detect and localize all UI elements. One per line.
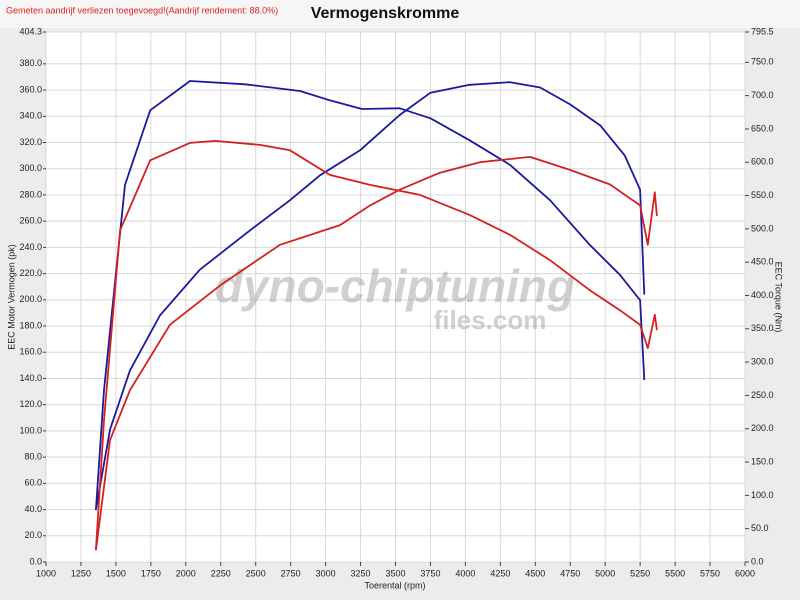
x-tick-label: 3750 xyxy=(420,568,440,578)
y2-tick-label: 450.0 xyxy=(751,257,774,267)
y-tick-label: 160.0 xyxy=(19,347,42,357)
y2-tick-label: 400.0 xyxy=(751,290,774,300)
y2-tick-label: 600.0 xyxy=(751,157,774,167)
header-bar xyxy=(0,0,800,28)
x-tick-label: 1250 xyxy=(71,568,91,578)
y-tick-label: 240.0 xyxy=(19,242,42,252)
y-tick-label: 220.0 xyxy=(19,268,42,278)
x-tick-label: 2000 xyxy=(176,568,196,578)
lines xyxy=(95,80,658,551)
x-tick-label: 1500 xyxy=(106,568,126,578)
chart-title: Vermogenskromme xyxy=(311,5,460,22)
y-tick-label: 404.3 xyxy=(19,26,42,36)
watermark: files.com xyxy=(434,305,547,335)
y-tick-label: 140.0 xyxy=(19,373,42,383)
y2-tick-label: 795.5 xyxy=(751,26,774,36)
line-series xyxy=(95,156,658,551)
y-tick-label: 180.0 xyxy=(19,320,42,330)
y2-tick-label: 150.0 xyxy=(751,456,774,466)
x-tick-label: 5500 xyxy=(665,568,685,578)
x-tick-label: 1750 xyxy=(141,568,161,578)
x-tick-label: 4500 xyxy=(525,568,545,578)
x-tick-label: 3000 xyxy=(316,568,336,578)
x-tick-label: 5250 xyxy=(630,568,650,578)
subtitle: Gemeten aandrijf verliezen toegevoegd!(A… xyxy=(6,5,278,15)
x-tick-label: 2500 xyxy=(246,568,266,578)
x-tick-label: 4000 xyxy=(455,568,475,578)
y-tick-label: 360.0 xyxy=(19,84,42,94)
y2-tick-label: 550.0 xyxy=(751,190,774,200)
y-tick-label: 280.0 xyxy=(19,189,42,199)
line-series xyxy=(95,80,646,511)
x-tick-label: 6000 xyxy=(735,568,755,578)
x-axis-label: Toerental (rpm) xyxy=(364,580,425,590)
watermark: dyno-chiptuning xyxy=(215,260,575,312)
line-series xyxy=(95,140,658,551)
x-tick-label: 2250 xyxy=(211,568,231,578)
line-series xyxy=(95,81,646,510)
y2-tick-label: 500.0 xyxy=(751,223,774,233)
grid xyxy=(45,31,746,563)
y-tick-label: 300.0 xyxy=(19,163,42,173)
x-tick-label: 3250 xyxy=(351,568,371,578)
y2-tick-label: 750.0 xyxy=(751,57,774,67)
y-tick-label: 340.0 xyxy=(19,111,42,121)
y2-tick-label: 50.0 xyxy=(751,523,769,533)
y2-tick-label: 0.0 xyxy=(751,556,764,566)
y2-tick-label: 700.0 xyxy=(751,90,774,100)
y2-tick-label: 300.0 xyxy=(751,357,774,367)
x-tick-label: 4250 xyxy=(490,568,510,578)
y2-tick-label: 100.0 xyxy=(751,490,774,500)
y2-tick-label: 250.0 xyxy=(751,390,774,400)
y-tick-label: 200.0 xyxy=(19,294,42,304)
y-tick-label: 60.0 xyxy=(24,478,42,488)
x-tick-label: 3500 xyxy=(385,568,405,578)
x-tick-label: 5000 xyxy=(595,568,615,578)
y-tick-label: 380.0 xyxy=(19,58,42,68)
x-tick-label: 5750 xyxy=(700,568,720,578)
y2-tick-label: 200.0 xyxy=(751,423,774,433)
y2-tick-label: 350.0 xyxy=(751,323,774,333)
y-tick-label: 40.0 xyxy=(24,504,42,514)
y2-tick-label: 650.0 xyxy=(751,123,774,133)
y-tick-label: 80.0 xyxy=(24,452,42,462)
x-tick-label: 1000 xyxy=(36,568,56,578)
y2-axis-label: EEC Torque (Nm) xyxy=(774,262,784,333)
y-tick-label: 20.0 xyxy=(24,530,42,540)
y-tick-label: 260.0 xyxy=(19,216,42,226)
y-tick-label: 0.0 xyxy=(29,556,42,566)
x-tick-label: 4750 xyxy=(560,568,580,578)
y-tick-label: 320.0 xyxy=(19,137,42,147)
x-tick-label: 2750 xyxy=(281,568,301,578)
y-tick-label: 120.0 xyxy=(19,399,42,409)
y-tick-label: 100.0 xyxy=(19,425,42,435)
y-axis-label: EEC Motor Vermogen (pk) xyxy=(6,244,16,350)
